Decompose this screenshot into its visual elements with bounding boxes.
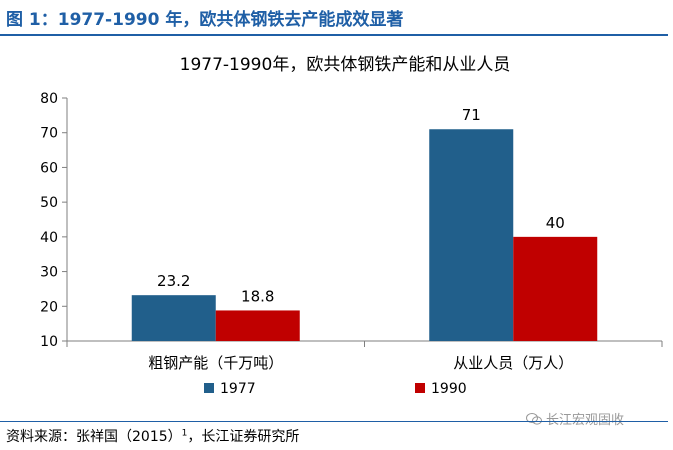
chart-axes: 10 20 30 40 50 60 70 80 粗钢产能（千万吨） 从业人员（万人） xyxy=(40,91,663,372)
y-tick-label: 50 xyxy=(40,195,58,211)
bar-chart: 1977-1990年，欧共体钢铁产能和从业人员 10 20 30 40 50 60 70 80… xyxy=(40,55,663,397)
bar-1977 xyxy=(429,129,514,341)
y-tick-label: 20 xyxy=(40,299,58,315)
chart-bars: 23.2 18.8 71 40 xyxy=(131,106,598,341)
bar-1990 xyxy=(215,310,300,341)
chart-title: 1977-1990年，欧共体钢铁产能和从业人员 xyxy=(180,55,511,75)
watermark-text: 长江宏观固收 xyxy=(546,413,625,428)
x-category-label: 粗钢产能（千万吨） xyxy=(148,354,283,372)
y-tick-label: 60 xyxy=(40,160,58,176)
footer-rule xyxy=(0,421,668,422)
source-footnote: 1 xyxy=(181,428,188,439)
source-note: 资料来源：张祥国（2015）1，长江证券研究所 xyxy=(6,426,299,446)
source-label: 资料来源：张祥国（2015） xyxy=(6,429,182,445)
legend-swatch-1990 xyxy=(415,383,425,393)
source-rest: ，长江证券研究所 xyxy=(187,429,300,445)
watermark: 长江宏观固收 xyxy=(526,409,624,428)
figure-header: 图 1：1977-1990 年，欧共体钢铁去产能成效显著 xyxy=(0,0,673,36)
legend-swatch-1977 xyxy=(204,383,214,393)
bar-value-label: 40 xyxy=(546,214,565,232)
header-rule xyxy=(0,34,668,36)
bar-value-label: 71 xyxy=(462,106,481,124)
x-category-label: 从业人员（万人） xyxy=(453,354,573,372)
y-tick-label: 70 xyxy=(40,126,58,142)
bar-value-label: 23.2 xyxy=(157,272,190,290)
bar-1977 xyxy=(131,295,216,341)
bar-1990 xyxy=(513,236,598,341)
wechat-icon xyxy=(526,412,542,425)
chart-legend: 1977 1990 xyxy=(204,381,467,397)
y-tick-label: 30 xyxy=(40,265,58,281)
y-tick-label: 10 xyxy=(40,334,58,350)
legend-label: 1977 xyxy=(220,381,256,397)
y-tick-label: 80 xyxy=(40,91,58,107)
y-tick-label: 40 xyxy=(40,230,58,246)
figure-title: 图 1：1977-1990 年，欧共体钢铁去产能成效显著 xyxy=(6,10,404,30)
legend-label: 1990 xyxy=(431,381,467,397)
bar-value-label: 18.8 xyxy=(241,287,274,305)
